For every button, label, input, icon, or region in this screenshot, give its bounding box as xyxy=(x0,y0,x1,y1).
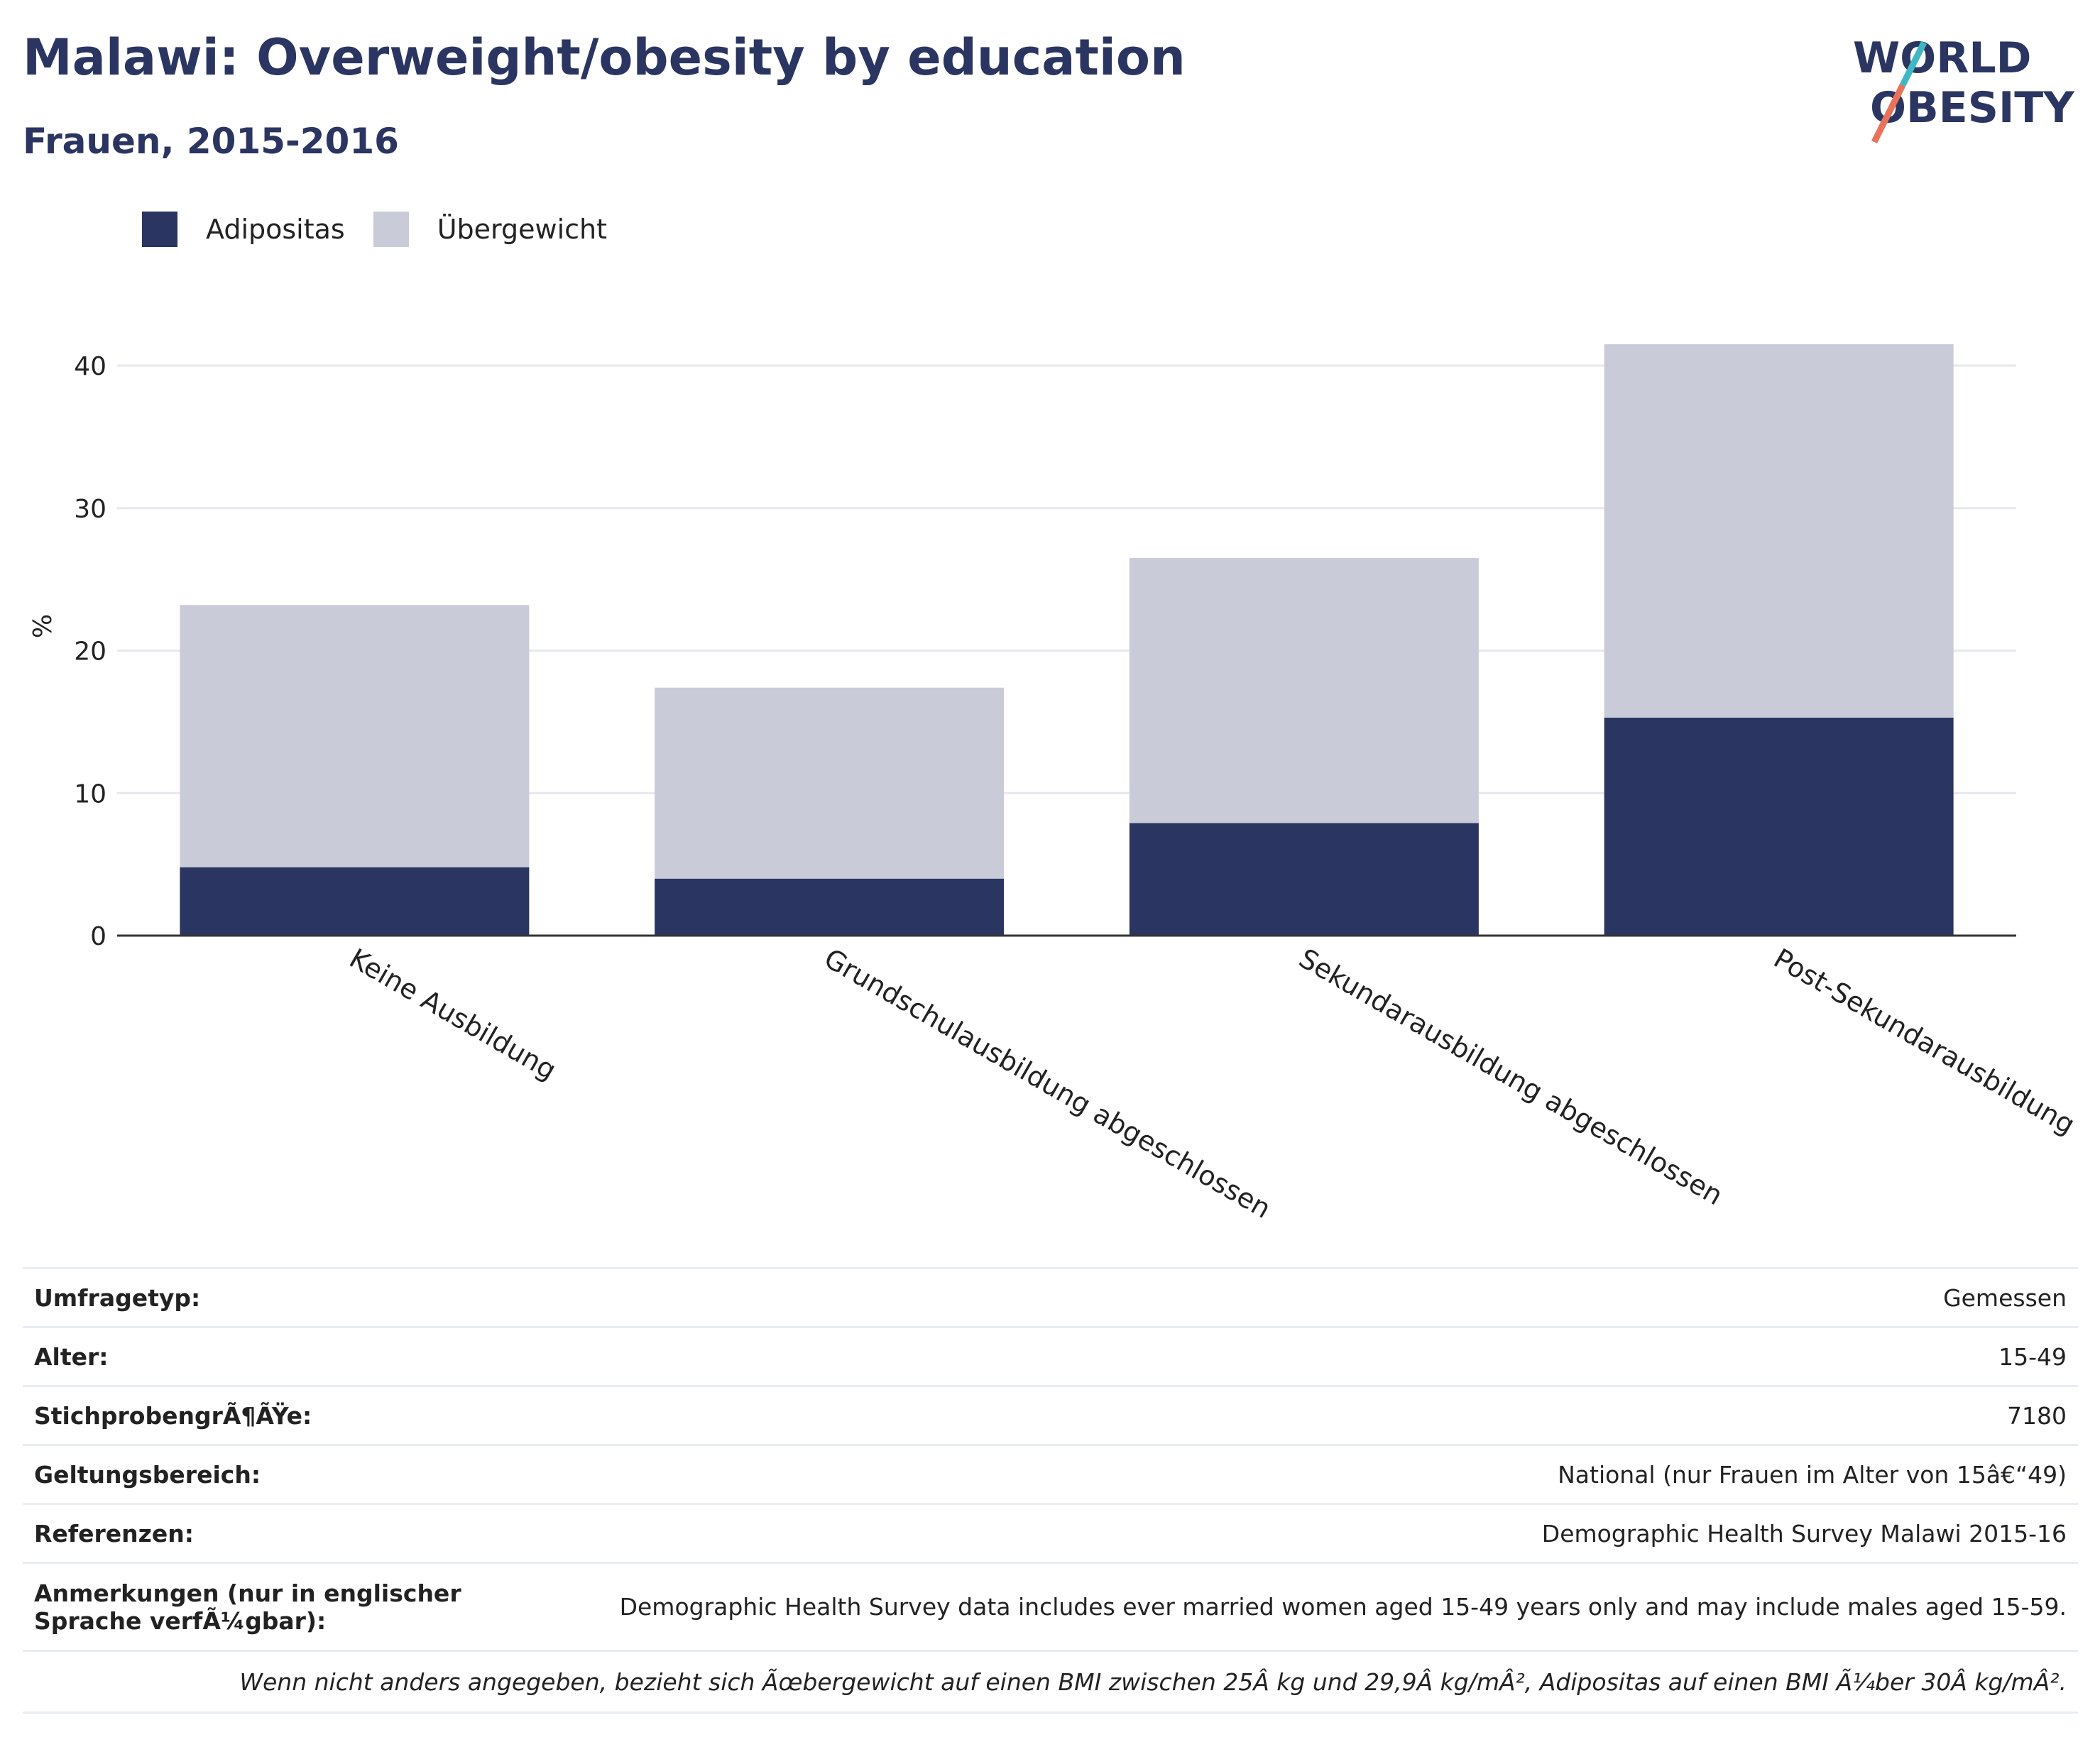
bar-overweight[interactable] xyxy=(180,605,530,867)
bar-overweight[interactable] xyxy=(655,687,1005,879)
y-tick-label: 0 xyxy=(90,922,106,951)
info-table: Umfragetyp: Gemessen Alter: 15-49 Stichprobe… xyxy=(23,1267,2078,1714)
legend-label-overweight: Übergewicht xyxy=(437,214,607,245)
y-axis-ticks: 0 10 20 30 40 xyxy=(74,352,106,951)
info-key: Referenzen: xyxy=(34,1519,194,1548)
info-key: Geltungsbereich: xyxy=(34,1460,261,1489)
svg-text:WORLD: WORLD xyxy=(1853,33,2031,83)
info-key: Alter: xyxy=(34,1342,109,1371)
info-value: Gemessen xyxy=(1943,1283,2067,1312)
info-row: Anmerkungen (nur in englischer Sprache v… xyxy=(23,1562,2078,1650)
legend-item-overweight[interactable]: Übergewicht xyxy=(373,212,607,247)
legend-swatch-overweight xyxy=(373,212,409,247)
y-tick-label: 40 xyxy=(74,352,106,381)
bar-overweight[interactable] xyxy=(1129,558,1479,823)
info-value: 15-49 xyxy=(1998,1342,2067,1371)
info-row: Referenzen: Demographic Health Survey Mal… xyxy=(23,1503,2078,1562)
legend-item-obesity[interactable]: Adipositas xyxy=(142,212,345,247)
x-tick-label: Sekundarausbildung abgeschlossen xyxy=(1294,943,1728,1212)
world-obesity-logo: WORLD OBESITY xyxy=(1846,28,2080,156)
y-tick-label: 30 xyxy=(74,495,106,524)
info-row: StichprobengrÃ¶ÃŸe: 7180 xyxy=(23,1385,2078,1444)
x-tick-label: Grundschulausbildung abgeschlossen xyxy=(819,943,1276,1225)
bar-obesity[interactable] xyxy=(180,867,530,936)
bar-obesity[interactable] xyxy=(1604,717,1954,936)
info-key: Umfragetyp: xyxy=(34,1283,201,1312)
x-tick-label: Post-Sekundarausbildung xyxy=(1768,943,2080,1141)
y-axis-label: % xyxy=(28,614,58,638)
bar-overweight[interactable] xyxy=(1604,344,1954,718)
chart-title: Malawi: Overweight/obesity by education xyxy=(23,28,1186,87)
info-value: National (nur Frauen im Alter von 15â€“4… xyxy=(1558,1460,2067,1489)
legend: Adipositas Übergewicht xyxy=(142,212,635,247)
info-key: StichprobengrÃ¶ÃŸe: xyxy=(34,1401,312,1430)
info-key: Anmerkungen (nur in englischer Sprache v… xyxy=(34,1579,461,1635)
x-tick-label: Keine Ausbildung xyxy=(344,943,562,1086)
x-axis-labels: Keine Ausbildung Grundschulausbildung abg… xyxy=(344,943,2080,1225)
legend-label-obesity: Adipositas xyxy=(206,214,345,245)
info-row: Alter: 15-49 xyxy=(23,1326,2078,1385)
chart-subtitle: Frauen, 2015-2016 xyxy=(23,121,399,162)
bar-chart: 0 10 20 30 40 Keine Ausbildung Grundschulausb… xyxy=(28,344,2080,1225)
bar-obesity[interactable] xyxy=(1129,823,1479,936)
svg-text:OBESITY: OBESITY xyxy=(1870,83,2075,133)
bar-obesity[interactable] xyxy=(655,878,1005,936)
info-value: Demographic Health Survey data includes … xyxy=(619,1593,2067,1621)
legend-swatch-obesity xyxy=(142,212,177,247)
footnote: Wenn nicht anders angegeben, bezieht sic… xyxy=(23,1650,2078,1714)
y-tick-label: 20 xyxy=(74,637,106,667)
y-tick-label: 10 xyxy=(74,779,106,809)
info-row: Geltungsbereich: National (nur Frauen im … xyxy=(23,1444,2078,1503)
info-value: Demographic Health Survey Malawi 2015-16 xyxy=(1541,1519,2067,1548)
bars xyxy=(180,344,1954,936)
info-value: 7180 xyxy=(2007,1401,2067,1430)
info-row: Umfragetyp: Gemessen xyxy=(23,1267,2078,1326)
